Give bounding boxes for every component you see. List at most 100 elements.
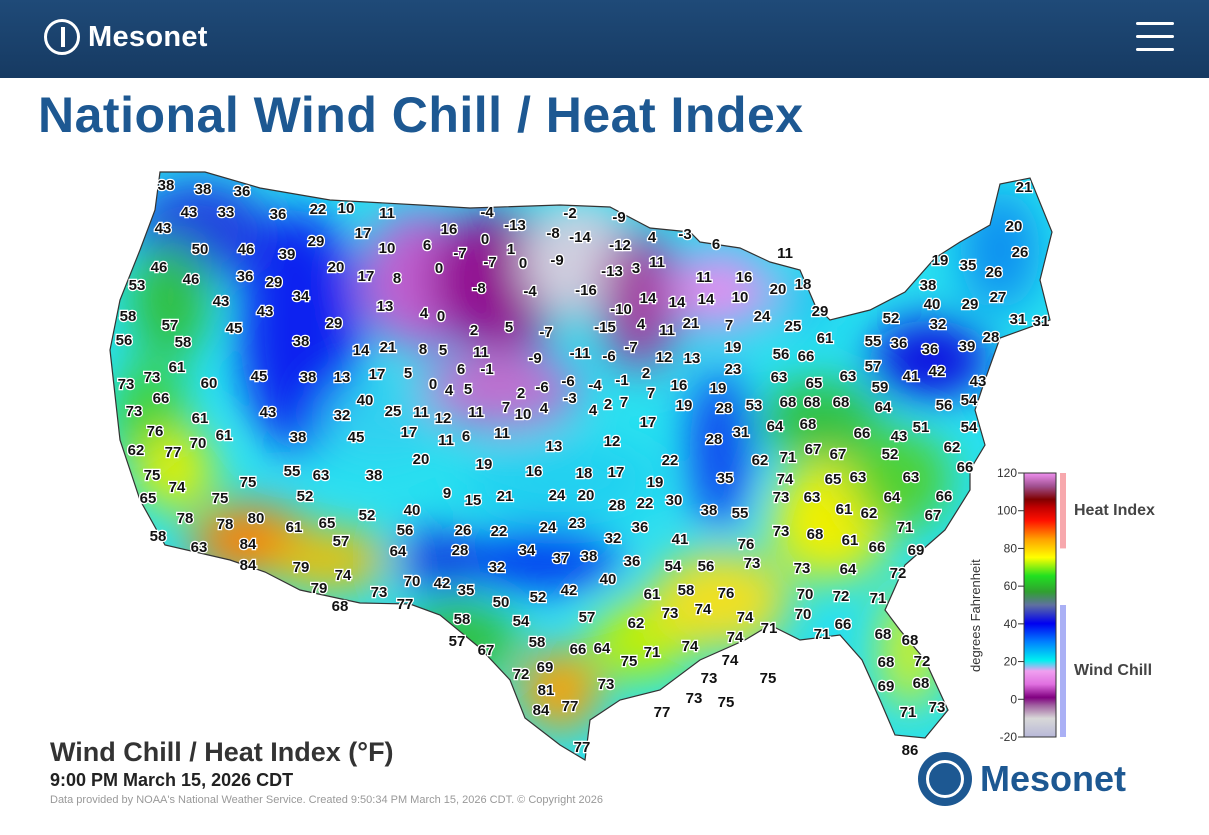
map-value-label: 11 (473, 344, 489, 361)
map-value-label: -10 (610, 301, 632, 318)
map-value-label: 35 (458, 582, 475, 599)
map-value-label: 74 (722, 652, 739, 669)
hamburger-menu-icon[interactable] (1136, 22, 1174, 52)
map-value-label: 61 (836, 501, 853, 518)
map-value-label: 73 (686, 690, 703, 707)
map-value-label: -4 (588, 377, 602, 394)
map-value-label: 43 (155, 220, 172, 237)
map-value-label: 0 (435, 260, 443, 277)
map-value-label: 11 (468, 404, 484, 421)
map-value-label: 45 (251, 368, 268, 385)
map-value-label: -11 (570, 345, 591, 362)
map-value-label: 27 (990, 289, 1007, 306)
map-value-label: 20 (413, 451, 430, 468)
map-value-label: 69 (537, 659, 554, 676)
mesonet-logo-icon (44, 19, 80, 55)
legend-color-bar (1023, 472, 1057, 738)
map-value-label: 71 (644, 644, 661, 661)
map-value-label: 79 (293, 559, 310, 576)
map-value-label: 11 (494, 425, 510, 442)
map-value-label: 13 (377, 298, 394, 315)
map-value-label: 63 (191, 539, 208, 556)
map-value-label: 24 (540, 519, 557, 536)
map-value-label: 19 (932, 252, 949, 269)
map-value-label: 52 (882, 446, 899, 463)
color-region (270, 530, 390, 590)
map-value-label: 71 (870, 590, 887, 607)
map-value-label: 20 (578, 487, 595, 504)
map-value-label: 46 (238, 241, 255, 258)
map-value-label: 68 (875, 626, 892, 643)
map-value-label: 66 (936, 488, 953, 505)
map-value-label: 46 (151, 259, 168, 276)
map-value-label: 68 (800, 416, 817, 433)
map-value-label: 52 (359, 507, 376, 524)
map-value-label: 7 (620, 394, 628, 411)
map-value-label: 30 (666, 492, 683, 509)
color-region (870, 320, 990, 400)
map-value-label: -15 (594, 319, 616, 336)
map-value-label: 19 (725, 339, 742, 356)
map-value-label: 52 (530, 589, 547, 606)
map-value-label: 21 (497, 488, 514, 505)
map-value-label: 73 (794, 560, 811, 577)
map-value-label: 4 (420, 305, 429, 322)
map-value-label: 61 (192, 410, 209, 427)
map-value-label: 76 (718, 585, 735, 602)
color-region (320, 380, 440, 460)
map-value-label: 57 (865, 358, 882, 375)
map-value-label: 22 (310, 201, 327, 218)
map-value-label: 11 (438, 432, 454, 449)
map-value-label: 38 (158, 177, 175, 194)
color-region (600, 230, 680, 370)
map-value-label: -14 (569, 229, 591, 246)
mesonet-logo[interactable]: Mesonet (44, 19, 208, 55)
map-value-label: 43 (970, 373, 987, 390)
map-value-label: 60 (201, 375, 218, 392)
map-value-label: -7 (624, 339, 637, 356)
map-value-label: 77 (654, 704, 671, 721)
map-value-label: 42 (929, 363, 946, 380)
map-value-label: 61 (286, 519, 303, 536)
map-value-label: -8 (546, 225, 559, 242)
map-value-label: -12 (609, 237, 631, 254)
map-value-label: 37 (553, 550, 570, 567)
map-value-label: 36 (270, 206, 287, 223)
map-value-label: 66 (835, 616, 852, 633)
map-value-label: 4 (540, 400, 549, 417)
map-value-label: 4 (637, 316, 646, 333)
map-value-label: 19 (647, 474, 664, 491)
map-value-label: 22 (637, 495, 654, 512)
map-value-label: 66 (153, 390, 170, 407)
map-value-label: 39 (959, 338, 976, 355)
map-value-label: 23 (569, 515, 586, 532)
map-value-label: 38 (920, 277, 937, 294)
map-value-label: 76 (147, 423, 164, 440)
map-value-label: 69 (908, 542, 925, 559)
map-value-label: 65 (140, 490, 157, 507)
map-value-label: 17 (355, 225, 372, 242)
map-value-label: 8 (419, 341, 427, 358)
map-value-label: 4 (589, 402, 598, 419)
color-region (135, 430, 215, 510)
map-value-label: 22 (662, 452, 679, 469)
map-value-label: 68 (833, 394, 850, 411)
map-value-label: 55 (284, 463, 301, 480)
map-value-label: 54 (961, 419, 978, 436)
map-value-label: 62 (861, 505, 878, 522)
map-value-label: 63 (804, 489, 821, 506)
map-value-label: 36 (624, 553, 641, 570)
map-value-label: 84 (240, 557, 257, 574)
map-value-label: -1 (480, 361, 493, 378)
map-value-label: 12 (656, 349, 673, 366)
map-value-label: 28 (983, 329, 1000, 346)
map-value-label: 24 (549, 487, 566, 504)
map-value-label: -1 (615, 372, 628, 389)
map-value-label: -7 (539, 324, 552, 341)
map-value-label: 51 (913, 419, 930, 436)
map-value-label: 17 (401, 424, 418, 441)
map-value-label: 79 (311, 580, 328, 597)
color-region (690, 370, 750, 530)
map-value-label: 13 (684, 350, 701, 367)
map-value-label: 62 (628, 615, 645, 632)
